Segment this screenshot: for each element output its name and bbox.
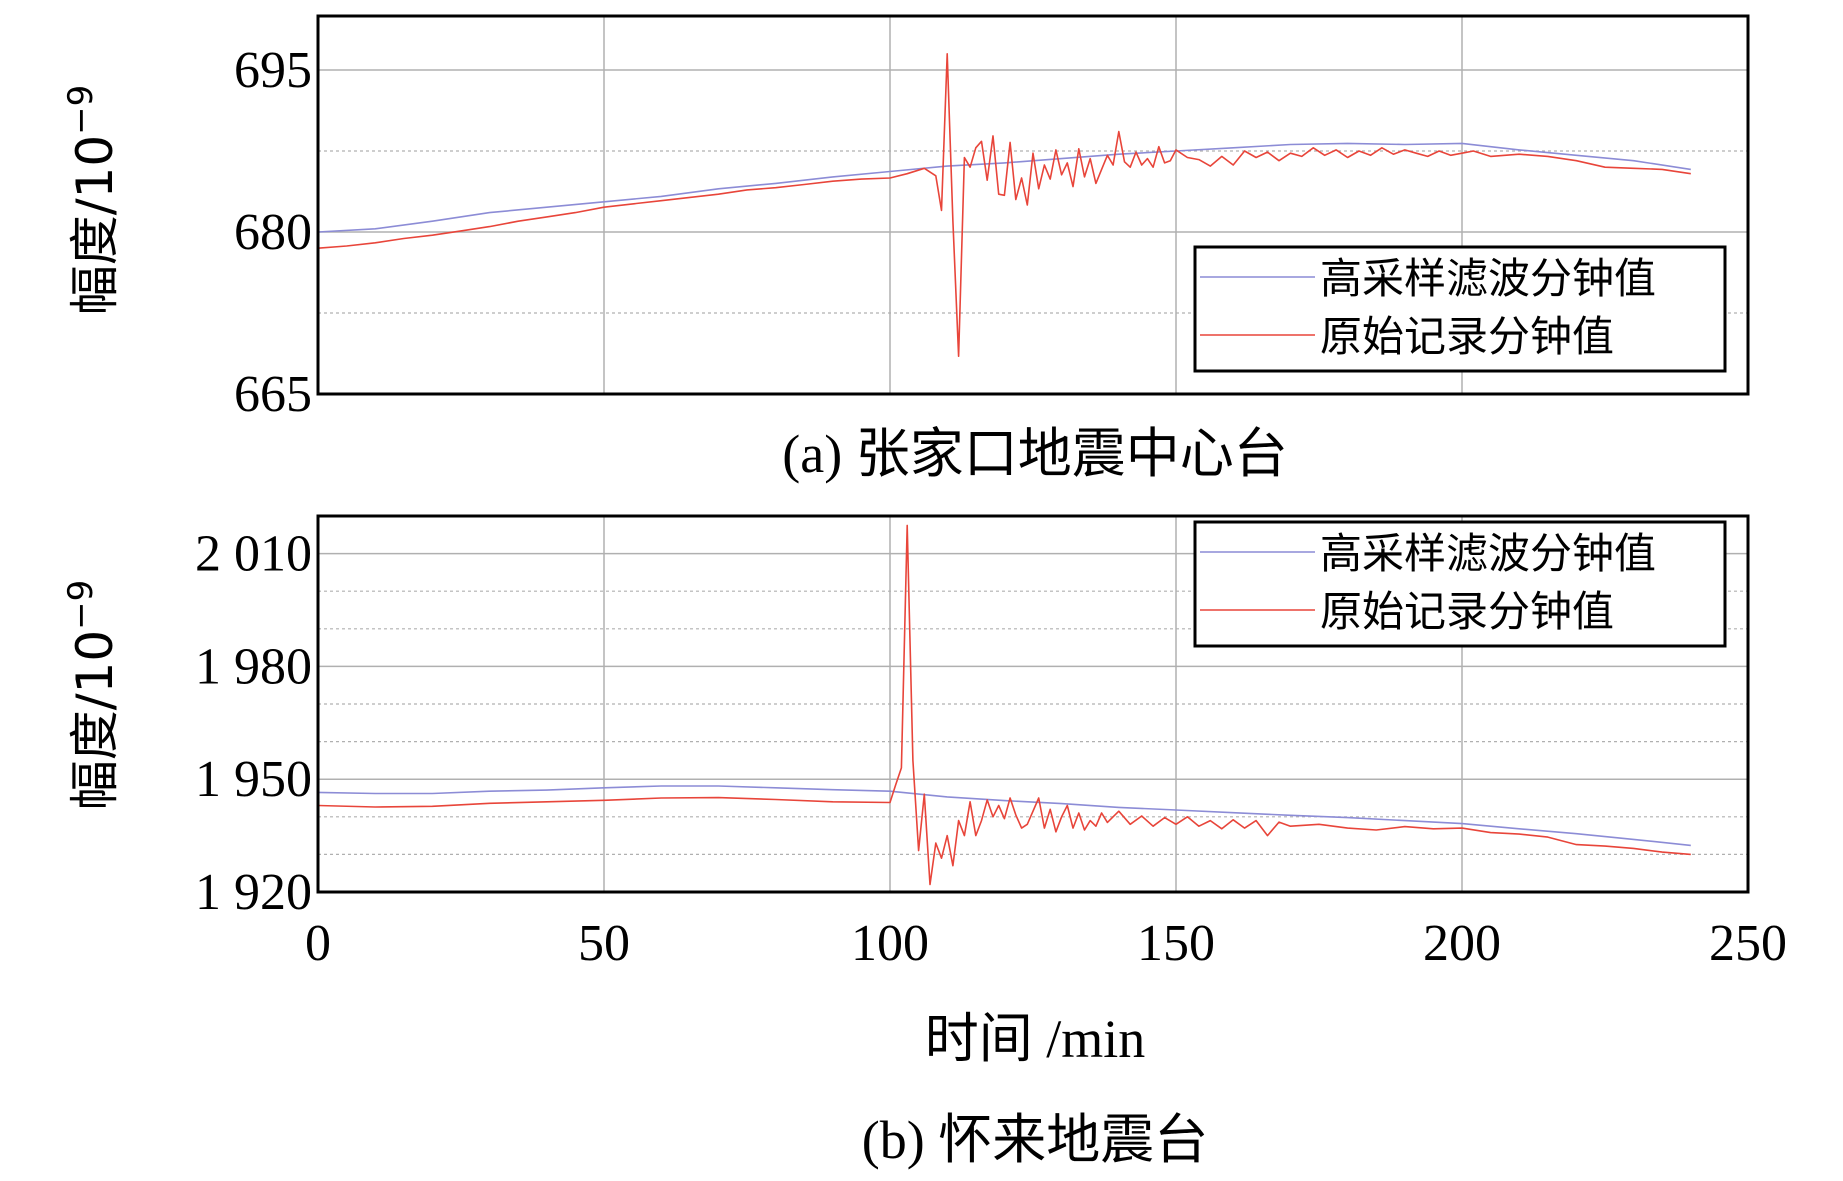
panel-a-ylabel: 幅度/10−9 xyxy=(61,85,124,316)
series-line-filtered xyxy=(317,785,1691,847)
y-tick-label: 1 920 xyxy=(195,864,312,921)
y-tick-label: 665 xyxy=(234,366,312,423)
panel-a-legend-label-raw: 原始记录分钟值 xyxy=(1320,312,1614,361)
series-line-raw xyxy=(317,52,1691,358)
x-tick-label: 200 xyxy=(1423,915,1501,972)
panel-a-grid xyxy=(318,16,1748,394)
x-tick-label: 100 xyxy=(851,915,929,972)
panel-a-frame xyxy=(316,14,1750,396)
panel-b-legend-label-raw: 原始记录分钟值 xyxy=(1320,587,1614,636)
shared-xlabel: 时间 /min xyxy=(925,1009,1146,1069)
y-tick-label: 1 950 xyxy=(195,751,312,808)
panel-a-legend-label-filtered: 高采样滤波分钟值 xyxy=(1320,254,1656,303)
panel-a: 665 680 695 幅度/10−9 高采样滤波分钟值 原始记录分钟值 (a) 张… xyxy=(61,14,1750,484)
y-tick-label: 1 980 xyxy=(195,638,312,695)
panel-a-y-tick-labels: 665 680 695 xyxy=(234,42,312,423)
panel-b-legend-box xyxy=(1193,520,1727,648)
x-tick-label: 250 xyxy=(1709,915,1787,972)
panel-a-series xyxy=(317,52,1691,358)
series-line-filtered xyxy=(317,142,1691,233)
panel-a-caption: (a) 张家口地震中心台 xyxy=(782,424,1287,484)
panel-b-frame xyxy=(316,514,1750,894)
panel-b-legend-label-filtered: 高采样滤波分钟值 xyxy=(1320,529,1656,578)
series-line-raw xyxy=(317,524,1691,886)
panel-b: 1 920 1 950 1 980 2 010 0 50 100 150 200 250 幅度/… xyxy=(61,514,1787,1170)
y-tick-label: 680 xyxy=(234,204,312,261)
panel-a-legend: 高采样滤波分钟值 原始记录分钟值 xyxy=(1193,245,1727,373)
panel-b-ylabel: 幅度/10−9 xyxy=(61,580,124,811)
panel-b-series xyxy=(317,524,1691,886)
x-tick-label: 150 xyxy=(1137,915,1215,972)
panel-b-caption: (b) 怀来地震台 xyxy=(862,1110,1208,1170)
panel-b-y-tick-labels: 1 920 1 950 1 980 2 010 xyxy=(195,526,312,921)
panel-b-legend: 高采样滤波分钟值 原始记录分钟值 xyxy=(1193,520,1727,648)
panel-a-legend-box xyxy=(1193,245,1727,373)
x-tick-label: 0 xyxy=(305,915,331,972)
y-tick-label: 695 xyxy=(234,42,312,99)
panel-b-x-tick-labels: 0 50 100 150 200 250 xyxy=(305,915,1787,972)
y-tick-label: 2 010 xyxy=(195,526,312,583)
x-tick-label: 50 xyxy=(578,915,630,972)
